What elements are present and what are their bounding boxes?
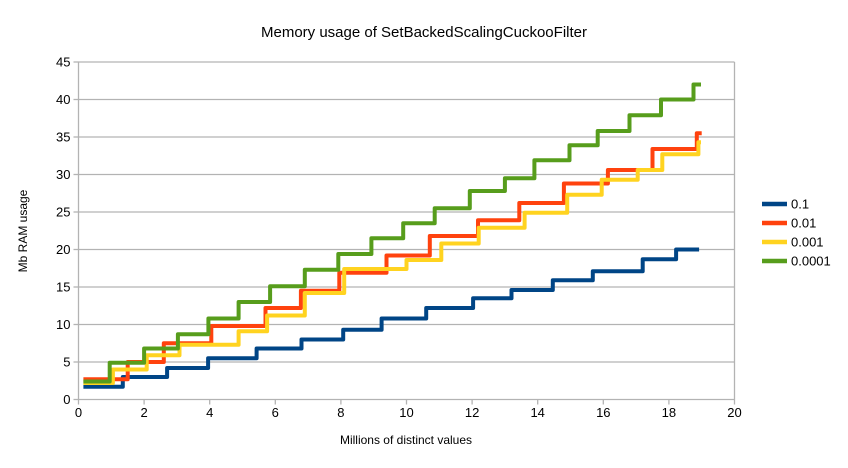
y-tick-label-25: 25 xyxy=(56,205,70,220)
gridlines xyxy=(77,61,736,401)
x-tick-label-20: 20 xyxy=(727,405,741,420)
y-tick-label-20: 20 xyxy=(56,242,70,257)
x-tick-label-14: 14 xyxy=(530,405,544,420)
y-tick-label-30: 30 xyxy=(56,167,70,182)
x-tick-label-4: 4 xyxy=(206,405,213,420)
series-line-0.0001 xyxy=(83,82,701,384)
legend: 0.1 0.01 0.001 0.0001 xyxy=(762,197,831,269)
chart-title: Memory usage of SetBackedScalingCuckooFi… xyxy=(261,24,587,41)
y-tick-label-35: 35 xyxy=(56,130,70,145)
x-tick-label-16: 16 xyxy=(596,405,610,420)
y-tick-label-45: 45 xyxy=(56,55,70,70)
y-tick-label-10: 10 xyxy=(56,317,70,332)
legend-label-0.01: 0.01 xyxy=(791,216,816,231)
legend-item-0.0001: 0.0001 xyxy=(762,254,831,269)
legend-item-0.1: 0.1 xyxy=(762,197,809,212)
legend-item-0.001: 0.001 xyxy=(762,235,824,250)
legend-label-0.1: 0.1 xyxy=(791,197,809,212)
legend-label-0.001: 0.001 xyxy=(791,235,824,250)
axis-ticks xyxy=(73,61,736,405)
axis-tick-labels: 0 2 4 6 8 10 12 14 16 18 20 0 5 10 15 20 25 30 35 40 45 xyxy=(56,55,742,421)
series-line-0.001 xyxy=(83,140,701,385)
y-tick-label-40: 40 xyxy=(56,92,70,107)
legend-item-0.01: 0.01 xyxy=(762,216,816,231)
y-tick-label-0: 0 xyxy=(63,392,70,407)
series-line-0.1 xyxy=(83,247,700,389)
y-tick-label-5: 5 xyxy=(63,355,70,370)
x-tick-label-18: 18 xyxy=(662,405,676,420)
x-tick-label-12: 12 xyxy=(465,405,479,420)
legend-label-0.0001: 0.0001 xyxy=(791,254,831,269)
y-tick-label-15: 15 xyxy=(56,280,70,295)
x-axis-title: Millions of distinct values xyxy=(340,433,472,447)
x-tick-label-8: 8 xyxy=(337,405,344,420)
x-tick-label-6: 6 xyxy=(272,405,279,420)
x-tick-label-10: 10 xyxy=(399,405,413,420)
series-lines xyxy=(83,82,702,389)
x-tick-label-2: 2 xyxy=(140,405,147,420)
y-axis-title: Mb RAM usage xyxy=(16,189,30,272)
x-tick-label-0: 0 xyxy=(75,405,82,420)
